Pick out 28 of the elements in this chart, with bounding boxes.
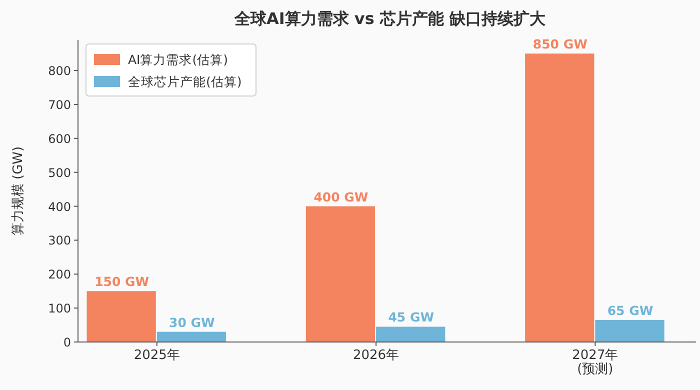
data-label: 45 GW [388,310,434,325]
data-label: 400 GW [314,189,368,204]
y-tick-label: 500 [48,166,71,180]
y-tick-label: 700 [48,98,71,112]
data-label: 850 GW [532,36,588,52]
y-tick-label: 100 [48,302,71,316]
y-tick-label: 200 [48,268,71,282]
data-label: 30 GW [169,314,216,330]
legend-label: AI算力需求(估算) [128,52,228,67]
y-tick-label: 0 [63,336,71,350]
bar [156,332,226,342]
bar [525,54,594,342]
bar [376,326,446,342]
y-axis-title: 算力规模 (GW) [11,146,26,236]
chart-title: 全球AI算力需求 vs 芯片产能 缺口持续扩大 [234,9,546,28]
y-tick-label: 400 [48,200,71,214]
y-tick-label: 800 [48,64,71,78]
legend-label: 全球芯片产能(估算) [128,74,242,89]
x-tick-label: 2026年 [352,348,400,363]
bar [306,206,376,342]
x-tick-label: 2027年 (预测) [572,348,618,377]
y-tick-label: 300 [48,234,71,248]
bar [595,320,664,342]
data-label: 65 GW [607,302,654,318]
data-label: 150 GW [94,274,150,290]
x-tick-label: 2025年 [134,348,180,363]
bar [86,291,156,342]
y-tick-label: 600 [48,132,71,146]
